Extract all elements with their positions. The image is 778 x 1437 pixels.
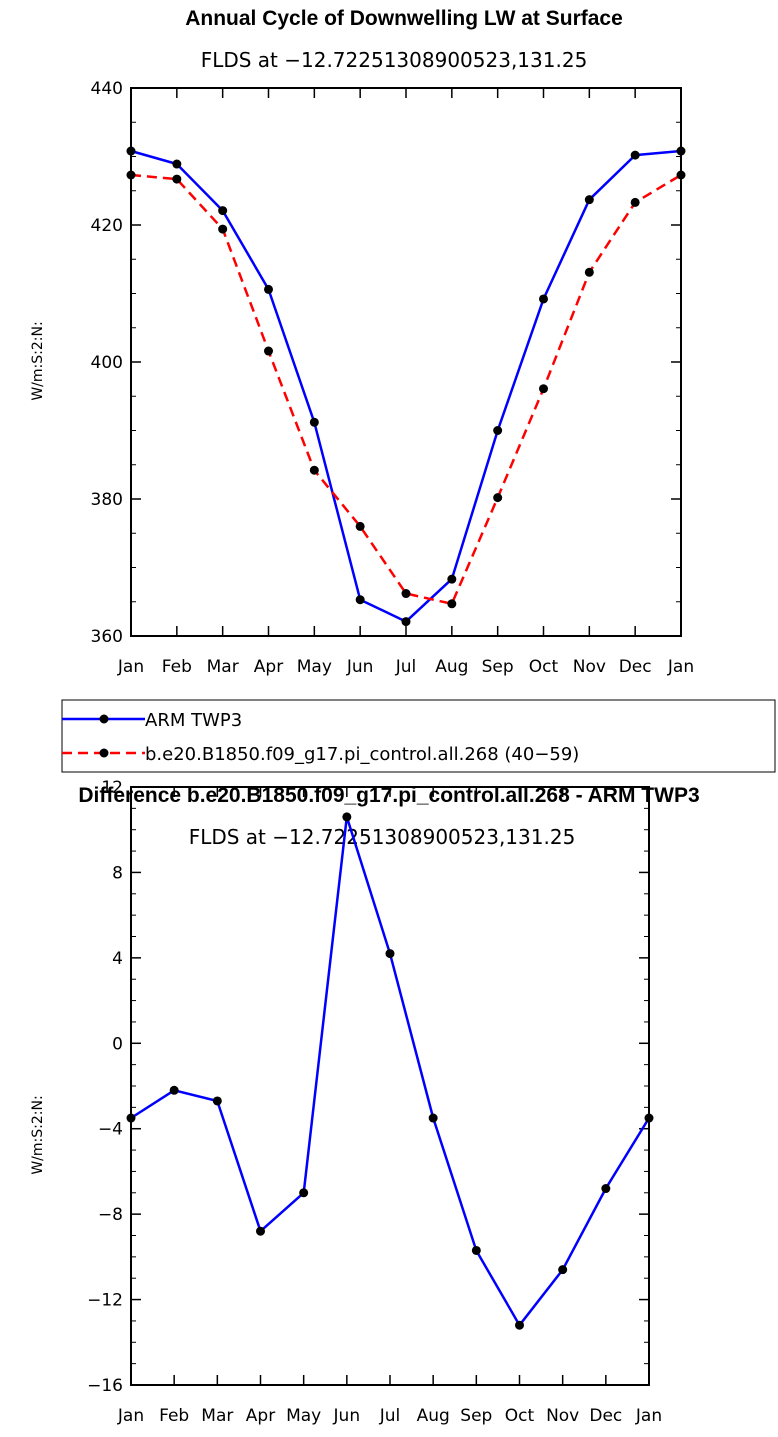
chart1-xtick-label: May — [297, 657, 332, 677]
chart2-series-0-point — [342, 812, 352, 822]
chart1-xtick-label: Feb — [162, 657, 192, 677]
chart1-subtitle: FLDS at −12.72251308900523,131.25 — [201, 48, 588, 72]
chart2-xtick-label: Jan — [117, 1406, 144, 1426]
chart2-xtick-label: Oct — [505, 1406, 535, 1426]
chart1-series-1-point — [172, 174, 182, 184]
chart1-series-0-point — [264, 284, 273, 294]
chart1-series-1-point — [447, 599, 457, 609]
chart2-ylabel: W/m:S:2:N: — [30, 1095, 46, 1174]
chart2-ytick-label: 4 — [112, 949, 123, 969]
chart1-series-1-point — [584, 267, 594, 277]
chart2-series-0-point — [428, 1113, 438, 1123]
chart1-series-0-point — [355, 595, 365, 605]
chart1-xtick-label: Jul — [395, 657, 417, 677]
chart1-series-0-point — [218, 206, 228, 216]
chart2-ytick-label: −8 — [98, 1205, 123, 1225]
chart1-series-0-point — [630, 150, 640, 160]
chart1-xtick-label: Oct — [529, 657, 559, 677]
chart1-xtick-label: Apr — [254, 657, 283, 677]
chart1-ytick-label: 420 — [91, 216, 123, 236]
chart1-xtick-label: Jan — [667, 657, 694, 677]
chart1-series-0-point — [584, 195, 594, 205]
chart1-series-0-point — [676, 146, 686, 156]
chart2-series-0-point — [299, 1188, 309, 1198]
chart1-series-1-point — [401, 589, 411, 599]
chart1-series-0-point — [126, 146, 136, 156]
chart2-xtick-label: Sep — [460, 1406, 492, 1426]
chart2-ytick-label: 12 — [101, 778, 123, 798]
chart1-series-0-point — [539, 294, 548, 304]
chart1-series-1-point — [355, 521, 365, 531]
chart1-xtick-label: Jun — [346, 657, 374, 677]
chart1-ylabel: W/m:S:2:N: — [30, 321, 46, 400]
legend-label-arm: ARM TWP3 — [145, 710, 242, 731]
legend: ARM TWP3 b.e20.B1850.f09_g17.pi_control.… — [61, 699, 776, 773]
chart1-series-0-point — [447, 574, 457, 584]
chart2-series-0-line — [130, 815, 651, 1327]
chart1-ytick-label: 400 — [91, 353, 123, 373]
chart2-series-0-point — [385, 949, 395, 959]
chart2-subtitle: FLDS at −12.72251308900523,131.25 — [189, 825, 576, 849]
chart1-series-1-point — [676, 170, 686, 180]
chart1-xtick-label: Aug — [435, 657, 468, 677]
chart1-series-0-point — [401, 617, 411, 627]
chart1-series-1-point — [264, 346, 273, 356]
chart1-series-0-point — [493, 426, 503, 435]
chart2-ytick-label: −16 — [87, 1376, 123, 1396]
chart1-ytick-label: 380 — [91, 490, 123, 510]
legend-marker-arm — [99, 714, 109, 724]
chart1-title: Annual Cycle of Downwelling LW at Surfac… — [185, 7, 623, 30]
chart1-series-1-point — [218, 224, 228, 234]
chart1-frame — [130, 87, 682, 637]
chart2-xtick-label: Mar — [201, 1406, 233, 1426]
chart1-series-0-point — [172, 159, 182, 169]
chart2-xtick-label: Jan — [635, 1406, 662, 1426]
chart1-series-1-line — [130, 173, 682, 606]
chart2-series-0-point — [515, 1320, 524, 1330]
chart1-series-0-point — [309, 417, 319, 427]
chart2-plot: −16 −12 −8 −4 0 4 8 12 Jan Feb Mar Apr May Jun Jul Aug S… — [87, 778, 662, 1426]
chart2-xtick-label: Feb — [159, 1406, 189, 1426]
chart1-series-0-line — [130, 149, 682, 623]
chart2-series-0-point — [558, 1265, 568, 1275]
chart1-xtick-label: Sep — [482, 657, 514, 677]
chart2-ytick-label: −12 — [87, 1291, 123, 1311]
chart2-xtick-label: May — [286, 1406, 321, 1426]
chart2-series-0-point — [601, 1184, 611, 1194]
chart1-series-1-point — [539, 384, 548, 394]
chart2-xtick-label: Aug — [417, 1406, 450, 1426]
chart2-ytick-label: −4 — [98, 1120, 123, 1140]
chart2-title: Difference b.e20.B1850.f09_g17.pi_contro… — [78, 784, 699, 807]
chart2-ytick-label: 8 — [112, 863, 123, 883]
chart1-series-1-point — [630, 197, 640, 207]
chart1-series-1-point — [126, 170, 136, 180]
chart1-xtick-label: Nov — [573, 657, 606, 677]
chart2-series-0-point — [471, 1245, 481, 1255]
chart1-plot: 360 380 400 420 440 Jan Feb Mar Apr May Jun Jul Aug S… — [91, 79, 695, 677]
chart1-xtick-label: Mar — [207, 657, 239, 677]
legend-marker-model — [99, 748, 109, 758]
chart2-series-0-point — [644, 1113, 654, 1123]
chart1-ytick-label: 440 — [91, 79, 123, 99]
chart2-ytick-label: 0 — [112, 1034, 123, 1054]
chart2-xtick-label: Nov — [546, 1406, 579, 1426]
chart2-xtick-label: Jul — [379, 1406, 401, 1426]
chart1-series-1-point — [309, 465, 319, 475]
chart2-series-0-point — [126, 1113, 136, 1123]
chart2-series-0-point — [256, 1226, 265, 1236]
chart1-xtick-label: Jan — [117, 657, 144, 677]
chart2-xtick-label: Jun — [333, 1406, 361, 1426]
chart1-ytick-label: 360 — [91, 627, 123, 647]
chart1-xtick-label: Dec — [619, 657, 652, 677]
chart2-xtick-label: Apr — [246, 1406, 275, 1426]
chart2-series-0-point — [169, 1085, 179, 1095]
legend-label-model: b.e20.B1850.f09_g17.pi_control.all.268 (… — [145, 744, 579, 765]
chart2-xtick-label: Dec — [589, 1406, 622, 1426]
chart2-frame — [130, 786, 650, 1386]
chart2-series-0-point — [212, 1096, 222, 1106]
chart1-series-1-point — [493, 493, 503, 503]
legend-box — [61, 699, 776, 773]
